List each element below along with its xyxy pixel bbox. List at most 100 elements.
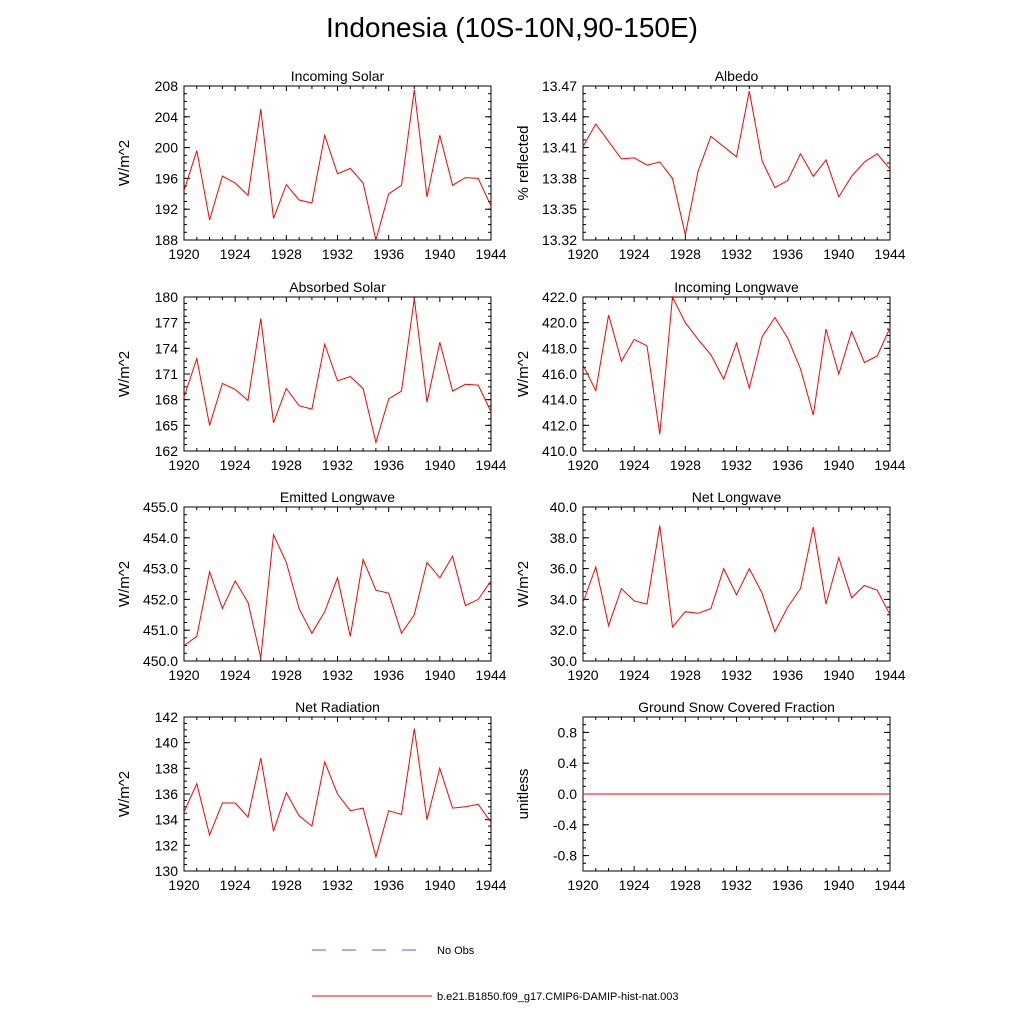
panel5-title: Emitted Longwave (280, 489, 395, 505)
panel5-xtick-label: 1932 (322, 667, 353, 683)
panel1-ytick-label: 192 (155, 201, 179, 217)
panel2-xtick-label: 1940 (823, 246, 854, 262)
panel1-ylabel: W/m^2 (116, 140, 133, 186)
panel6-xtick-label: 1932 (721, 667, 752, 683)
panel8-ytick-label: -0.8 (553, 848, 577, 864)
panel3-ytick-label: 180 (155, 289, 179, 305)
panel7-xtick-label: 1944 (475, 877, 506, 893)
panel3-xtick-label: 1920 (168, 457, 199, 473)
panel7-xtick-label: 1924 (220, 877, 251, 893)
panel3-ytick-label: 162 (155, 443, 179, 459)
panel4-xtick-label: 1920 (567, 457, 598, 473)
panel2-ytick-label: 13.44 (542, 109, 577, 125)
panel2-title: Albedo (715, 68, 759, 84)
panel2-xtick-label: 1932 (721, 246, 752, 262)
panel3-ytick-label: 165 (155, 417, 179, 433)
panel4-ytick-label: 422.0 (542, 289, 577, 305)
panel6-xtick-label: 1924 (619, 667, 650, 683)
panel6-xtick-label: 1936 (772, 667, 803, 683)
panel6-ytick-label: 38.0 (550, 530, 577, 546)
panel5-ytick-label: 451.0 (143, 622, 178, 638)
panel5-xtick-label: 1924 (220, 667, 251, 683)
panel7-ylabel: W/m^2 (116, 771, 133, 817)
panel2-xtick-label: 1924 (619, 246, 650, 262)
panel8-xtick-label: 1920 (567, 877, 598, 893)
panel2-frame (582, 85, 891, 241)
panel6-ytick-label: 36.0 (550, 561, 577, 577)
panel3-ytick-label: 177 (155, 315, 179, 331)
panel2-ytick-label: 13.35 (542, 201, 577, 217)
panel2-xtick-label: 1928 (670, 246, 701, 262)
panel7-xtick-label: 1920 (168, 877, 199, 893)
panel4-ylabel: W/m^2 (515, 351, 532, 397)
panel2-series-line (582, 91, 891, 236)
panel3-ylabel: W/m^2 (116, 351, 133, 397)
panel3-xtick-label: 1932 (322, 457, 353, 473)
panel5-ytick-label: 455.0 (143, 499, 178, 515)
panel7-ytick-label: 130 (155, 863, 179, 879)
panel6-xtick-label: 1928 (670, 667, 701, 683)
panel1-xtick-label: 1932 (322, 246, 353, 262)
panel5-series-line (183, 532, 492, 659)
panel1-series-line (183, 89, 492, 241)
panel7-title: Net Radiation (295, 699, 380, 715)
panel4-ytick-label: 410.0 (542, 443, 577, 459)
panel4-xtick-label: 1924 (619, 457, 650, 473)
panel6-xtick-label: 1940 (823, 667, 854, 683)
panel3-series-line (183, 298, 492, 445)
panel6-ylabel: W/m^2 (515, 561, 532, 607)
page-title: Indonesia (10S-10N,90-150E) (325, 12, 698, 43)
panel8-ylabel: unitless (515, 769, 532, 820)
panel1-ytick-label: 208 (155, 78, 179, 94)
panel7-xtick-label: 1940 (424, 877, 455, 893)
panel6-xtick-label: 1920 (567, 667, 598, 683)
panel7-series-line (183, 728, 492, 859)
panel1-xtick-label: 1940 (424, 246, 455, 262)
panel8-xtick-label: 1940 (823, 877, 854, 893)
panel7-xtick-label: 1936 (373, 877, 404, 893)
panel2-ytick-label: 13.38 (542, 170, 577, 186)
panel7-xtick-label: 1932 (322, 877, 353, 893)
panel4-ytick-label: 418.0 (542, 340, 577, 356)
panel8-xtick-label: 1932 (721, 877, 752, 893)
panel5-frame (183, 506, 492, 662)
panel7-ytick-label: 134 (155, 812, 179, 828)
panel3-xtick-label: 1924 (220, 457, 251, 473)
panel7-ytick-label: 136 (155, 786, 179, 802)
panel8-ytick-label: 0.4 (558, 755, 578, 771)
panel7-xtick-label: 1928 (271, 877, 302, 893)
panel4-ytick-label: 416.0 (542, 366, 577, 382)
panel3-ytick-label: 168 (155, 392, 179, 408)
panel1-title: Incoming Solar (291, 68, 385, 84)
panel8-xtick-label: 1936 (772, 877, 803, 893)
panel1-ytick-label: 200 (155, 140, 179, 156)
panel8-title: Ground Snow Covered Fraction (638, 699, 835, 715)
panel3-xtick-label: 1928 (271, 457, 302, 473)
panel2-ytick-label: 13.47 (542, 78, 577, 94)
panel1-xtick-label: 1928 (271, 246, 302, 262)
panel4-xtick-label: 1940 (823, 457, 854, 473)
panel3-xtick-label: 1940 (424, 457, 455, 473)
panel4-series-line (582, 295, 891, 435)
panel8-ytick-label: 0.8 (558, 724, 578, 740)
panel6-frame (582, 506, 891, 662)
panel7-ytick-label: 138 (155, 760, 179, 776)
panel4-ytick-label: 412.0 (542, 417, 577, 433)
legend-label-1: No Obs (437, 945, 475, 957)
panel6-ytick-label: 32.0 (550, 622, 577, 638)
panel1-xtick-label: 1920 (168, 246, 199, 262)
panel2-xtick-label: 1944 (874, 246, 905, 262)
panel5-ytick-label: 450.0 (143, 653, 178, 669)
panel7-ytick-label: 132 (155, 837, 179, 853)
panel5-xtick-label: 1936 (373, 667, 404, 683)
panel1-ytick-label: 196 (155, 170, 179, 186)
panel6-xtick-label: 1944 (874, 667, 905, 683)
panel4-frame (582, 296, 891, 452)
panel4-title: Incoming Longwave (674, 279, 799, 295)
panel7-ytick-label: 142 (155, 709, 179, 725)
panel1-xtick-label: 1924 (220, 246, 251, 262)
panel3-xtick-label: 1936 (373, 457, 404, 473)
panel7-ytick-label: 140 (155, 735, 179, 751)
panel5-xtick-label: 1944 (475, 667, 506, 683)
